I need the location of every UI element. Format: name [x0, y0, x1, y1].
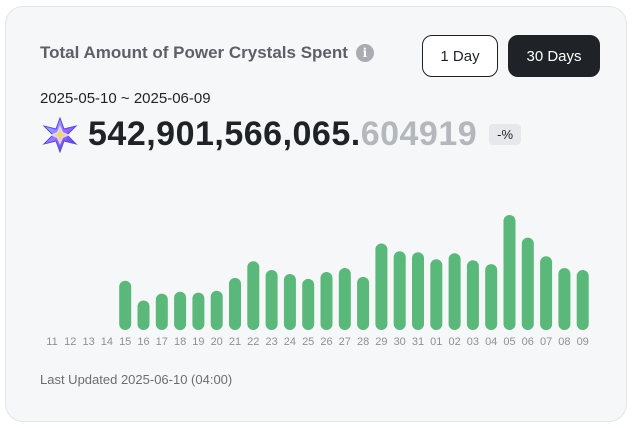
bar-16[interactable]	[137, 300, 150, 331]
x-tick-label: 05	[503, 336, 515, 348]
x-tick-label: 15	[119, 336, 131, 348]
x-tick-label: 01	[430, 336, 442, 348]
x-tick-label: 25	[302, 336, 314, 348]
x-tick-label: 11	[46, 336, 57, 348]
last-updated: Last Updated 2025-06-10 (04:00)	[40, 372, 233, 387]
bar-31[interactable]	[412, 252, 424, 330]
x-tick-label: 30	[394, 336, 406, 348]
bar-03[interactable]	[466, 260, 479, 330]
thirty-days-button[interactable]: 30 Days	[508, 35, 600, 77]
x-tick-label: 29	[375, 336, 387, 348]
bar-05[interactable]	[503, 215, 516, 330]
x-tick-label: 27	[339, 336, 351, 348]
total-decimal: 604919	[360, 115, 478, 153]
x-tick-label: 26	[320, 336, 332, 348]
bar-09[interactable]	[576, 270, 589, 330]
range-toggle: 1 Day 30 Days	[422, 35, 600, 77]
x-tick-label: 16	[137, 336, 149, 348]
power-crystal-icon	[42, 116, 78, 153]
power-crystals-card: Total Amount of Power Crystals Spent i 1…	[5, 6, 627, 422]
bar-20[interactable]	[210, 290, 223, 330]
x-tick-label: 19	[192, 336, 204, 348]
x-tick-label: 20	[211, 336, 223, 348]
change-badge: -%	[489, 124, 522, 145]
bar-28[interactable]	[357, 276, 370, 330]
bar-22[interactable]	[247, 261, 260, 330]
bar-19[interactable]	[192, 292, 205, 330]
total-integer: 542,901,566,065.	[88, 115, 361, 153]
daily-spend-bar-chart: 11 12 13 14 15 16 17 18 19 20 21 22 23 24 25 26 27 28 29 30…	[46, 215, 589, 348]
x-tick-label: 13	[82, 336, 94, 348]
bar-02[interactable]	[448, 253, 461, 330]
x-tick-label: 18	[174, 336, 186, 348]
x-tick-label: 21	[229, 336, 241, 348]
x-tick-label: 08	[558, 336, 570, 348]
one-day-button[interactable]: 1 Day	[422, 35, 498, 77]
x-tick-label: 03	[467, 336, 479, 348]
bar-25[interactable]	[302, 278, 315, 330]
x-tick-label: 23	[265, 336, 277, 348]
bar-17[interactable]	[155, 293, 168, 330]
x-tick-label: 22	[247, 336, 259, 348]
bar-29[interactable]	[375, 243, 388, 331]
bar-18[interactable]	[174, 291, 187, 331]
x-tick-label: 17	[156, 336, 168, 348]
x-tick-label: 28	[357, 336, 369, 348]
bar-01[interactable]	[430, 259, 443, 330]
total-row: 542,901,566,065. 604919 -%	[42, 115, 522, 154]
bar-30[interactable]	[393, 251, 406, 330]
x-tick-label: 24	[284, 336, 296, 348]
bar-08[interactable]	[558, 268, 571, 330]
bar-04[interactable]	[485, 264, 498, 330]
card-title: Total Amount of Power Crystals Spent	[40, 43, 348, 62]
x-tick-label: 06	[522, 336, 534, 348]
bar-15[interactable]	[119, 280, 132, 330]
x-tick-label: 12	[64, 336, 76, 348]
x-tick-label: 07	[540, 336, 552, 348]
bar-24[interactable]	[283, 274, 296, 330]
bar-26[interactable]	[320, 272, 333, 330]
bar-21[interactable]	[229, 277, 241, 330]
x-tick-label: 09	[577, 336, 589, 348]
x-tick-label: 02	[448, 336, 460, 348]
x-tick-label: 31	[412, 336, 424, 348]
title-row: Total Amount of Power Crystals Spent i	[40, 43, 374, 63]
x-tick-label: 14	[101, 336, 113, 348]
info-icon[interactable]: i	[355, 44, 374, 62]
bar-23[interactable]	[265, 270, 278, 330]
bar-06[interactable]	[521, 237, 534, 330]
date-range: 2025-05-10 ~ 2025-06-09	[40, 90, 211, 107]
bar-27[interactable]	[338, 268, 351, 330]
bar-07[interactable]	[540, 256, 553, 331]
x-tick-label: 04	[485, 336, 497, 348]
